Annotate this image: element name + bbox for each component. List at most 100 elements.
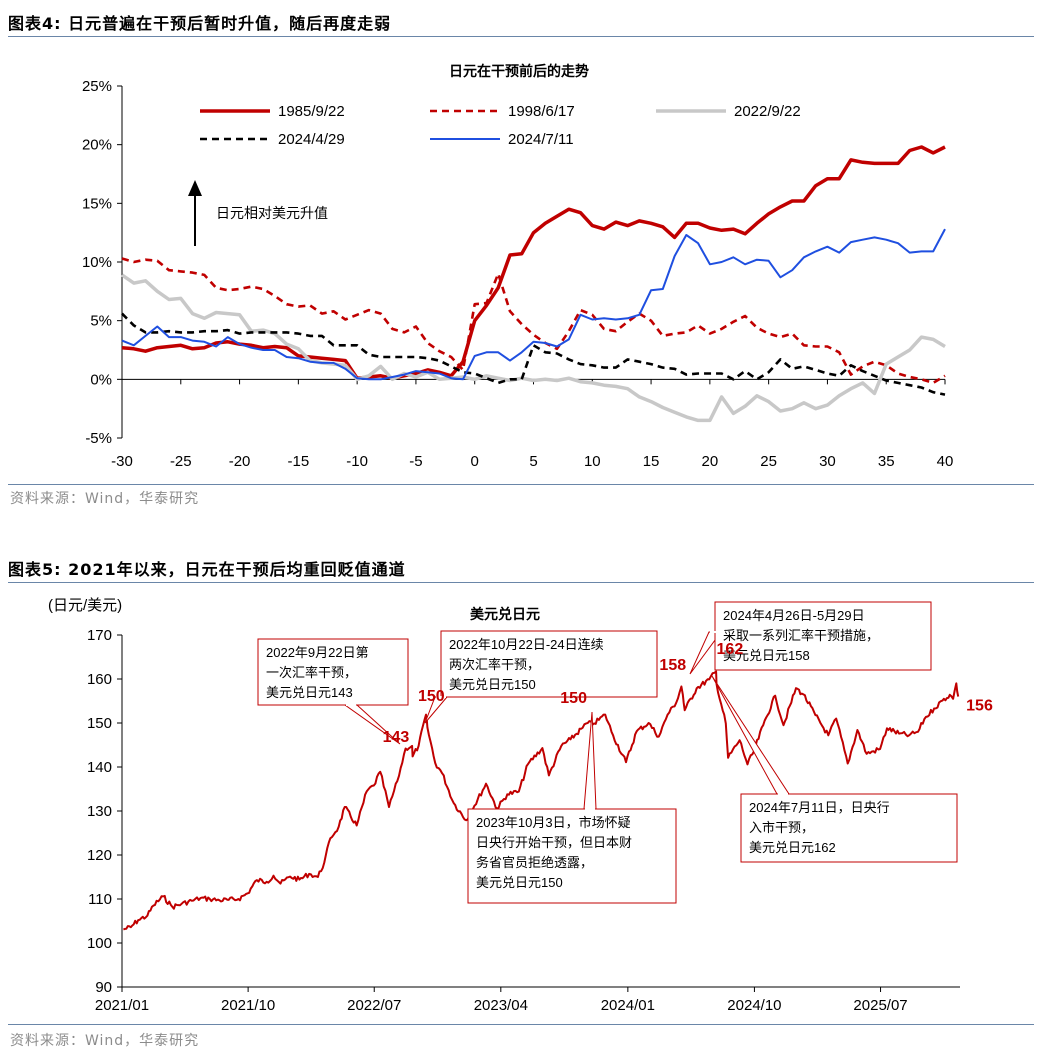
chart4-x-tick-label: -15 — [288, 453, 310, 470]
callout-pointer — [711, 675, 790, 795]
chart5-x-tick-label: 2021/10 — [221, 997, 275, 1014]
chart4-x-tick-label: 0 — [471, 453, 479, 470]
chart5-x-tick-label: 2021/01 — [95, 997, 149, 1014]
chart5-y-tick-label: 90 — [95, 979, 112, 996]
callout-frame — [740, 793, 958, 863]
callout-pointer — [583, 711, 597, 810]
chart5-x-tick-label: 2023/04 — [474, 997, 528, 1014]
chart5-y-tick-label: 160 — [87, 671, 112, 688]
figure5-source: 资料来源：Wind，华泰研究 — [10, 1033, 200, 1049]
legend-label: 2024/7/11 — [508, 131, 574, 148]
chart4-y-tick-label: 15% — [82, 195, 112, 212]
point-label: 158 — [659, 657, 686, 674]
callout-text: 2024年7月11日，日央行 — [749, 800, 890, 815]
callout-text: 务省官员拒绝透露， — [476, 855, 593, 870]
series-line-2022-9-22 — [121, 273, 946, 423]
legend-label: 1998/6/17 — [508, 103, 575, 120]
figure4-top-rule — [8, 36, 1034, 37]
chart5-y-tick-label: 110 — [88, 891, 112, 908]
callout-text: 2022年9月22日第 — [266, 645, 369, 660]
chart4-x-tick-label: 25 — [760, 453, 777, 470]
chart4-x-tick-label: -25 — [170, 453, 192, 470]
chart5-y-tick-label: 100 — [87, 935, 112, 952]
chart4-x-tick-label: 20 — [702, 453, 719, 470]
legend-label: 2022/9/22 — [734, 103, 801, 120]
callout-frame — [257, 638, 409, 706]
chart4-x-tick-label: 30 — [819, 453, 836, 470]
callout-frame — [467, 808, 677, 904]
callout-text: 日央行开始干预，但日本财 — [476, 835, 632, 850]
callout-text: 2022年10月22日-24日连续 — [449, 637, 604, 652]
chart-usdjpy: (日元/美元) 美元兑日元 90 100 110 120 130 140 150 160 170… — [48, 597, 993, 1014]
chart5-y-tick-label: 120 — [87, 847, 112, 864]
point-label: 143 — [383, 729, 410, 746]
chart5-y-tick-label: 130 — [87, 803, 112, 820]
callout-text: 入市干预， — [749, 820, 814, 835]
callout-frame — [714, 601, 932, 671]
callout-text: 美元兑日元150 — [476, 875, 563, 890]
appreciation-annotation: 日元相对美元升值 — [216, 205, 328, 221]
figure4-source: 资料来源：Wind，华泰研究 — [10, 491, 200, 507]
callout-text: 2023年10月3日，市场怀疑 — [476, 815, 631, 830]
usdjpy-line — [123, 670, 960, 931]
callout-text: 采取一系列汇率干预措施， — [723, 628, 879, 643]
chart4-x-tick-label: 35 — [878, 453, 895, 470]
figure5-bottom-rule — [8, 1024, 1034, 1025]
figure5-heading: 图表5: 2021年以来，日元在干预后均重回贬值通道 — [8, 560, 406, 579]
appreciation-arrow — [188, 180, 202, 246]
chart5-x-tick-label: 2024/01 — [601, 997, 655, 1014]
callout-text: 美元兑日元150 — [449, 677, 536, 692]
figure4-bottom-rule — [8, 484, 1034, 485]
callout-text: 美元兑日元143 — [266, 685, 353, 700]
chart5-axes: 90 100 110 120 130 140 150 160 170 2021/01 2021/10… — [87, 627, 960, 1014]
chart4-y-tick-label: 10% — [82, 254, 112, 271]
chart4-y-tick-label: 25% — [82, 78, 112, 95]
chart4-x-tick-label: -5 — [409, 453, 422, 470]
chart4-y-tick-label: 5% — [90, 313, 112, 330]
series-line-2024-7-11 — [121, 228, 946, 381]
chart4-x-tick-label: -20 — [229, 453, 251, 470]
chart4-series — [121, 145, 946, 423]
chart4-x-tick-label: 10 — [584, 453, 601, 470]
chart4-y-tick-label: 0% — [90, 371, 112, 388]
callout-text: 美元兑日元158 — [723, 648, 810, 663]
chart4-x-tick-label: -30 — [111, 453, 133, 470]
figure4-heading: 图表4: 日元普遍在干预后暂时升值，随后再度走弱 — [8, 14, 392, 33]
point-label: 156 — [966, 698, 993, 715]
chart5-y-tick-label: 140 — [87, 759, 112, 776]
chart5-y-tick-label: 170 — [87, 627, 112, 644]
chart4-legend: 1985/9/22 1998/6/17 2022/9/22 2024/4/29 2024… — [200, 103, 801, 148]
series-line-1985-9-22 — [121, 145, 946, 380]
point-label: 162 — [717, 641, 744, 658]
chart5-x-tick-label: 2024/10 — [727, 997, 781, 1014]
chart5-x-tick-label: 2022/07 — [347, 997, 401, 1014]
chart4-x-tick-label: 5 — [529, 453, 537, 470]
callout-frame — [440, 630, 658, 698]
legend-label: 1985/9/22 — [278, 103, 345, 120]
chart4-axes: -5% 0% 5% 10% 15% 20% 25% -30 -25 -20 -15 -10 -5 0 5 10… — [82, 78, 953, 470]
chart4-title: 日元在干预前后的走势 — [449, 63, 589, 79]
callout-text: 一次汇率干预， — [266, 665, 357, 680]
series-line-2024-4-29 — [121, 312, 946, 396]
series-line-1998-6-17 — [121, 257, 946, 385]
chart4-x-tick-label: 15 — [643, 453, 660, 470]
chart4-x-tick-label: -10 — [346, 453, 368, 470]
callout-text: 2024年4月26日-5月29日 — [723, 608, 865, 623]
legend-label: 2024/4/29 — [278, 131, 345, 148]
point-label: 150 — [418, 688, 445, 705]
chart4-y-tick-label: -5% — [85, 430, 112, 447]
chart5-y-tick-label: 150 — [87, 715, 112, 732]
figure5-top-rule — [8, 582, 1034, 583]
chart5-ylabel: (日元/美元) — [48, 597, 122, 614]
chart4-x-tick-label: 40 — [937, 453, 954, 470]
callout-text: 两次汇率干预， — [449, 657, 540, 672]
chart5-x-tick-label: 2025/07 — [853, 997, 907, 1014]
chart5-point-labels: 143 150 150 158 162 156 — [383, 641, 993, 746]
chart4-y-tick-label: 20% — [82, 137, 112, 154]
callout-text: 美元兑日元162 — [749, 840, 836, 855]
